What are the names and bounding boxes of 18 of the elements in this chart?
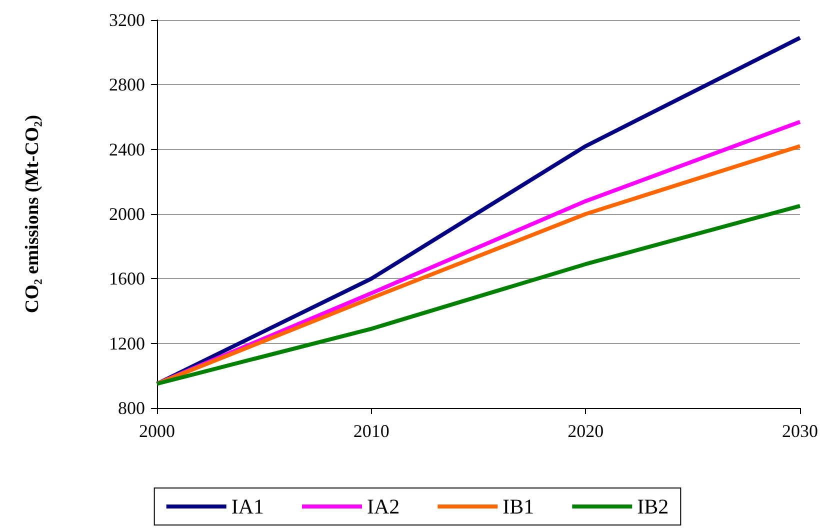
y-tick-label: 3200 xyxy=(109,10,145,30)
x-tick-label: 2030 xyxy=(782,421,818,441)
x-tick-label: 2010 xyxy=(353,421,390,441)
legend-label: IB2 xyxy=(637,494,669,518)
y-tick-label: 2800 xyxy=(109,74,145,95)
y-axis-title: CO₂ emissions (Mt-CO₂) xyxy=(22,114,43,314)
y-tick-label: 800 xyxy=(118,398,145,418)
y-tick-label: 2000 xyxy=(109,204,145,224)
legend-label: IA2 xyxy=(367,494,400,518)
x-tick-label: 2020 xyxy=(568,421,604,441)
y-tick-label: 2400 xyxy=(109,139,145,160)
legend-label: IA1 xyxy=(231,494,264,518)
y-tick-label: 1200 xyxy=(109,333,145,354)
y-tick-label: 1600 xyxy=(109,268,145,289)
line-series xyxy=(155,36,802,386)
line-series xyxy=(155,204,802,386)
legend-label: IB1 xyxy=(502,494,534,518)
x-tick-label: 2000 xyxy=(139,421,175,441)
